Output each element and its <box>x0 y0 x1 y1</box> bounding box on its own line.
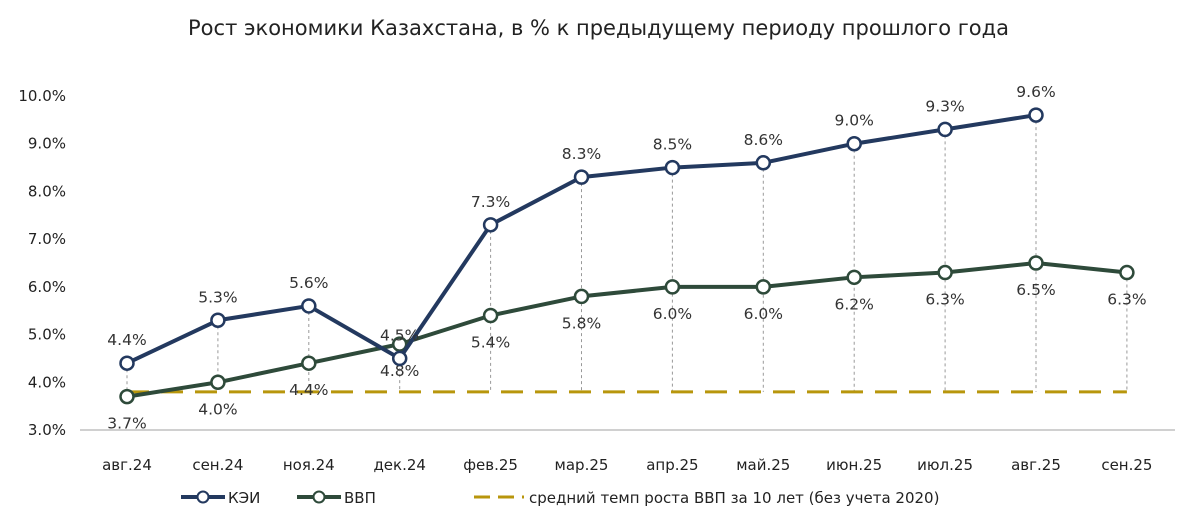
kei-data-label: 5.3% <box>198 288 237 306</box>
gdp-point <box>210 374 226 391</box>
kei-data-label: 4.4% <box>107 331 146 349</box>
kei-point <box>301 298 317 314</box>
gdp-data-label: 6.3% <box>1107 291 1146 309</box>
x-tick-label: июл.25 <box>917 456 973 474</box>
gdp-point <box>1119 264 1135 281</box>
gdp-point <box>1028 255 1044 271</box>
y-tick-label: 9.0% <box>28 135 66 153</box>
kei-data-label: 7.3% <box>471 193 510 211</box>
gdp-legend-marker <box>312 490 326 504</box>
kei-point <box>755 155 772 171</box>
y-tick-label: 5.0% <box>28 326 66 344</box>
kei-data-label: 8.6% <box>744 131 783 149</box>
kei-point <box>119 355 135 371</box>
kei-data-label: 9.3% <box>925 97 964 115</box>
kei-point <box>391 350 408 367</box>
kei-point <box>482 217 499 233</box>
gdp-point <box>846 269 862 286</box>
x-tick-label: дек.24 <box>373 456 426 474</box>
chart-title: Рост экономики Казахстана, в % к предыду… <box>188 16 1009 40</box>
kei-point <box>1028 107 1044 123</box>
gdp-point <box>119 388 135 405</box>
x-tick-label: май.25 <box>736 456 790 474</box>
x-tick-label: апр.25 <box>646 456 698 474</box>
legend-label-kei: КЭИ <box>228 489 260 507</box>
kei-point <box>846 135 862 152</box>
gdp-data-label: 5.8% <box>562 314 601 332</box>
y-tick-label: 4.0% <box>28 373 66 391</box>
kei-data-label: 8.3% <box>562 145 601 163</box>
y-tick-label: 6.0% <box>28 278 66 296</box>
gdp-data-label: 6.3% <box>925 291 964 309</box>
x-tick-label: июн.25 <box>826 456 882 474</box>
y-tick-label: 10.0% <box>18 87 66 105</box>
kei-data-label: 5.6% <box>289 274 328 292</box>
x-tick-label: авг.24 <box>102 456 152 474</box>
gdp-point <box>755 279 772 295</box>
gdp-data-label: 4.0% <box>198 400 237 418</box>
kei-data-label: 9.6% <box>1016 83 1055 101</box>
kei-point <box>210 312 226 329</box>
gdp-data-label: 4.8% <box>380 362 419 380</box>
gdp-point <box>937 264 953 281</box>
y-tick-label: 7.0% <box>28 230 66 248</box>
gdp-data-label: 6.0% <box>744 305 783 323</box>
x-tick-label: сен.24 <box>192 456 243 474</box>
x-tick-label: сен.25 <box>1101 456 1152 474</box>
kei-point <box>573 169 590 185</box>
gdp-data-label: 6.2% <box>835 295 874 313</box>
kei-data-label: 4.5% <box>380 326 419 344</box>
kei-point <box>664 159 681 176</box>
gdp-line <box>126 261 1128 399</box>
kei-data-label: 8.5% <box>653 136 692 154</box>
x-tick-label: фев.25 <box>463 456 518 474</box>
x-tick-label: авг.25 <box>1011 456 1061 474</box>
gdp-data-label: 6.5% <box>1016 281 1055 299</box>
gdp-point <box>301 355 317 371</box>
gdp-point <box>482 307 499 324</box>
y-tick-label: 8.0% <box>28 182 66 200</box>
kei-legend-marker <box>196 490 210 504</box>
gdp-data-label: 5.4% <box>471 333 510 351</box>
legend-label-average: средний темп роста ВВП за 10 лет (без уч… <box>529 489 939 507</box>
kei-data-label: 9.0% <box>835 112 874 130</box>
x-tick-label: ноя.24 <box>283 456 335 474</box>
gdp-point <box>391 336 408 352</box>
gdp-data-label: 6.0% <box>653 305 692 323</box>
gdp-point <box>573 288 590 305</box>
x-tick-label: мар.25 <box>555 456 609 474</box>
gdp-point <box>664 279 681 295</box>
y-tick-label: 3.0% <box>28 421 66 439</box>
legend-label-gdp: ВВП <box>344 489 376 507</box>
kei-point <box>937 121 953 138</box>
gdp-data-label: 3.7% <box>107 415 146 433</box>
gdp-data-label: 4.4% <box>289 381 328 399</box>
